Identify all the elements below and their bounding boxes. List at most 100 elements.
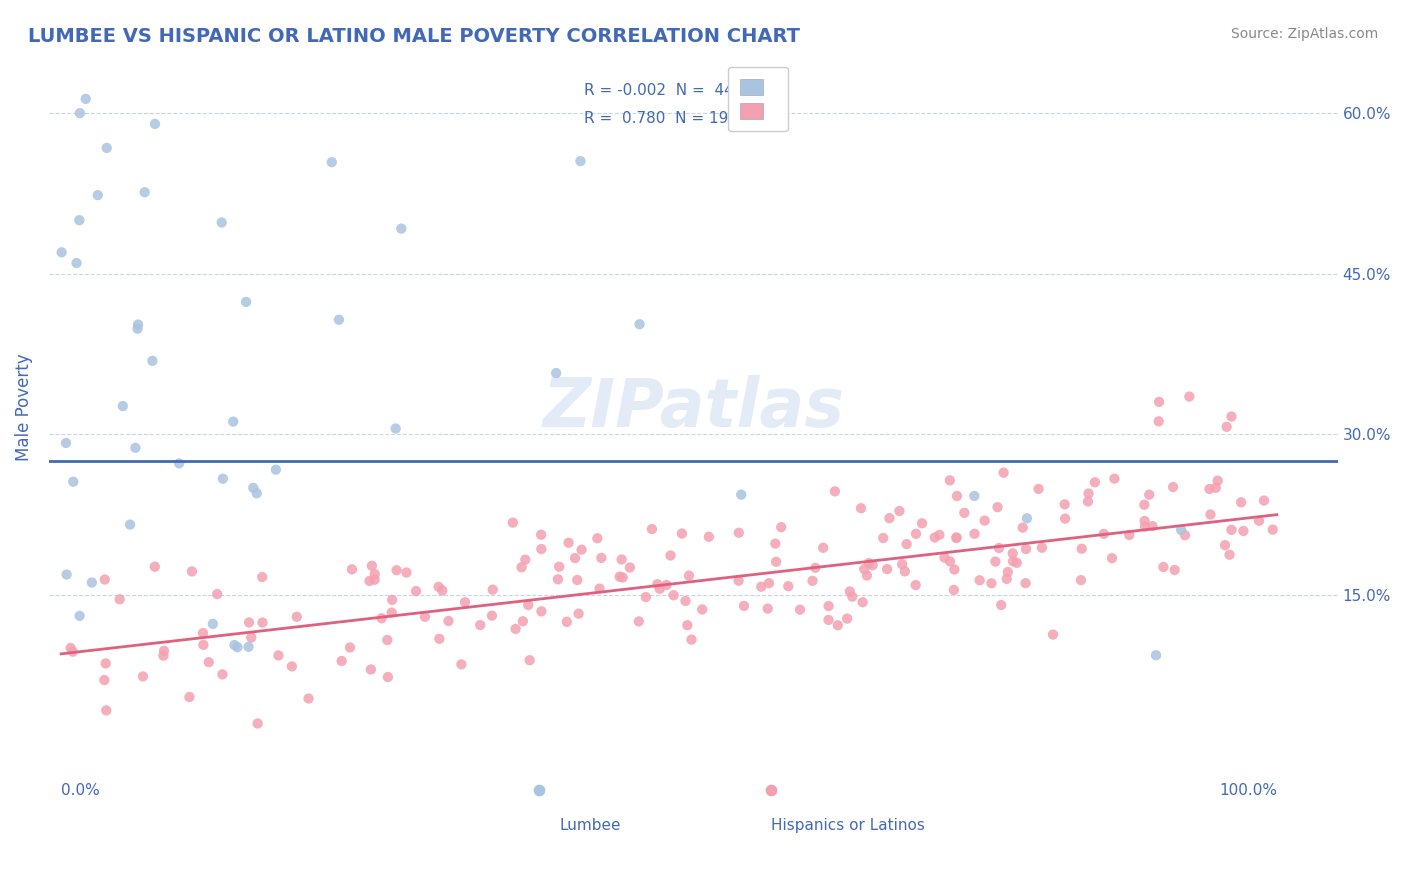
- Point: [963, 526, 986, 541]
- Point: [943, 562, 966, 576]
- Point: [134, 186, 156, 200]
- Point: [1042, 627, 1064, 641]
- Point: [240, 631, 263, 645]
- Point: [389, 221, 412, 235]
- Point: [789, 602, 811, 616]
- Point: [1118, 528, 1140, 542]
- Point: [141, 354, 163, 368]
- Point: [586, 531, 609, 545]
- Point: [1054, 511, 1077, 525]
- Point: [1205, 481, 1227, 495]
- Point: [546, 366, 568, 380]
- Point: [167, 457, 190, 471]
- Point: [197, 655, 219, 669]
- Point: [609, 569, 631, 583]
- Point: [127, 321, 149, 335]
- Point: [924, 531, 946, 545]
- Point: [1247, 514, 1270, 528]
- Point: [588, 582, 610, 596]
- Point: [852, 595, 875, 609]
- Point: [1005, 556, 1028, 570]
- Point: [62, 645, 84, 659]
- Point: [928, 528, 950, 542]
- Point: [207, 587, 229, 601]
- Point: [124, 441, 146, 455]
- Point: [988, 541, 1011, 555]
- Point: [381, 593, 404, 607]
- Point: [894, 565, 917, 579]
- Point: [285, 609, 308, 624]
- Point: [934, 550, 956, 565]
- Point: [246, 486, 269, 500]
- Point: [127, 318, 149, 332]
- Point: [891, 557, 914, 571]
- Point: [939, 474, 962, 488]
- Point: [93, 673, 115, 687]
- Point: [675, 594, 697, 608]
- Point: [1144, 648, 1167, 663]
- Point: [359, 574, 381, 588]
- Point: [62, 475, 84, 489]
- Point: [505, 622, 527, 636]
- Point: [862, 558, 884, 573]
- Point: [969, 574, 991, 588]
- Point: [281, 659, 304, 673]
- Point: [568, 607, 591, 621]
- Point: [454, 595, 477, 609]
- Point: [569, 154, 592, 169]
- Point: [481, 608, 503, 623]
- Point: [191, 626, 214, 640]
- Point: [530, 604, 553, 618]
- Point: [69, 608, 91, 623]
- Point: [628, 318, 651, 332]
- Point: [80, 575, 103, 590]
- Point: [1014, 576, 1036, 591]
- Point: [519, 653, 541, 667]
- Point: [567, 573, 589, 587]
- Point: [377, 670, 399, 684]
- Point: [655, 578, 678, 592]
- Point: [153, 644, 176, 658]
- Point: [321, 155, 343, 169]
- Point: [547, 572, 569, 586]
- Point: [904, 578, 927, 592]
- Point: [671, 526, 693, 541]
- Point: [681, 632, 703, 647]
- Point: [427, 580, 450, 594]
- Point: [1011, 520, 1033, 534]
- Point: [96, 141, 118, 155]
- Point: [67, 213, 90, 227]
- Point: [1001, 546, 1024, 560]
- Point: [181, 565, 204, 579]
- Point: [339, 640, 361, 655]
- Point: [252, 615, 274, 630]
- Point: [963, 489, 986, 503]
- Point: [481, 582, 503, 597]
- Point: [557, 535, 579, 549]
- Point: [838, 584, 860, 599]
- Point: [512, 802, 534, 816]
- Point: [619, 560, 641, 574]
- Point: [375, 633, 398, 648]
- Point: [87, 188, 110, 202]
- Point: [1220, 409, 1243, 424]
- Point: [1213, 538, 1236, 552]
- Point: [634, 590, 657, 604]
- Point: [51, 245, 73, 260]
- Point: [758, 576, 780, 591]
- Point: [942, 582, 965, 597]
- Point: [530, 541, 553, 556]
- Point: [778, 579, 800, 593]
- Point: [872, 531, 894, 545]
- Point: [1133, 514, 1156, 528]
- Point: [690, 602, 713, 616]
- Point: [211, 472, 233, 486]
- Point: [733, 599, 755, 613]
- Point: [502, 516, 524, 530]
- Point: [55, 567, 77, 582]
- Point: [224, 638, 246, 652]
- Point: [993, 466, 1015, 480]
- Point: [889, 504, 911, 518]
- Point: [548, 559, 571, 574]
- Point: [470, 618, 492, 632]
